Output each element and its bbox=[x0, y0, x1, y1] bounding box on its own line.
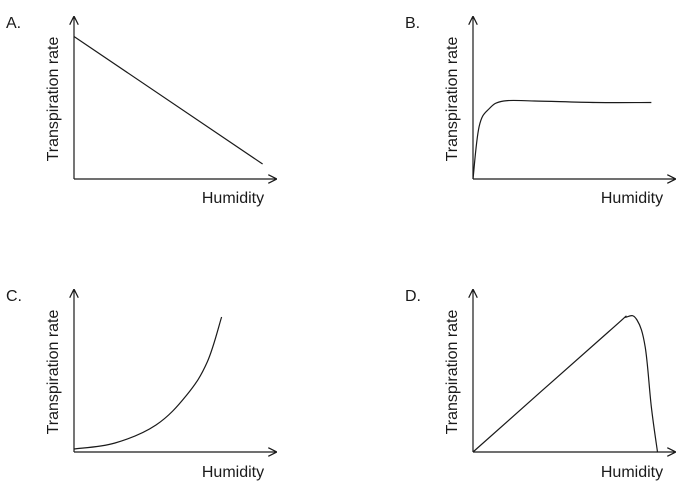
x-axis-label-a: Humidity bbox=[202, 190, 264, 207]
series-line-c bbox=[73, 316, 223, 450]
x-axis-label-d: Humidity bbox=[601, 464, 663, 481]
y-axis-label-d: Transpiration rate bbox=[444, 310, 461, 435]
x-axis-label-c: Humidity bbox=[202, 464, 264, 481]
panel-label-c: C. bbox=[6, 288, 22, 305]
panel-label-d: D. bbox=[405, 288, 421, 305]
panel-label-b: B. bbox=[405, 15, 420, 32]
y-axis-label-a: Transpiration rate bbox=[45, 37, 62, 162]
y-axis-label-b: Transpiration rate bbox=[444, 37, 461, 162]
x-axis-label-b: Humidity bbox=[601, 190, 663, 207]
series-line-b bbox=[472, 99, 652, 180]
y-axis-label-c: Transpiration rate bbox=[45, 310, 62, 435]
series-line-a bbox=[73, 36, 263, 165]
panel-b: B. Humidity Transpiration rate bbox=[405, 15, 675, 207]
panel-d: D. Humidity Transpiration rate bbox=[405, 288, 675, 481]
panel-a: A. Humidity Transpiration rate bbox=[6, 15, 276, 207]
series-line-d bbox=[472, 314, 659, 453]
panel-label-a: A. bbox=[6, 15, 21, 32]
panel-c: C. Humidity Transpiration rate bbox=[6, 288, 276, 481]
